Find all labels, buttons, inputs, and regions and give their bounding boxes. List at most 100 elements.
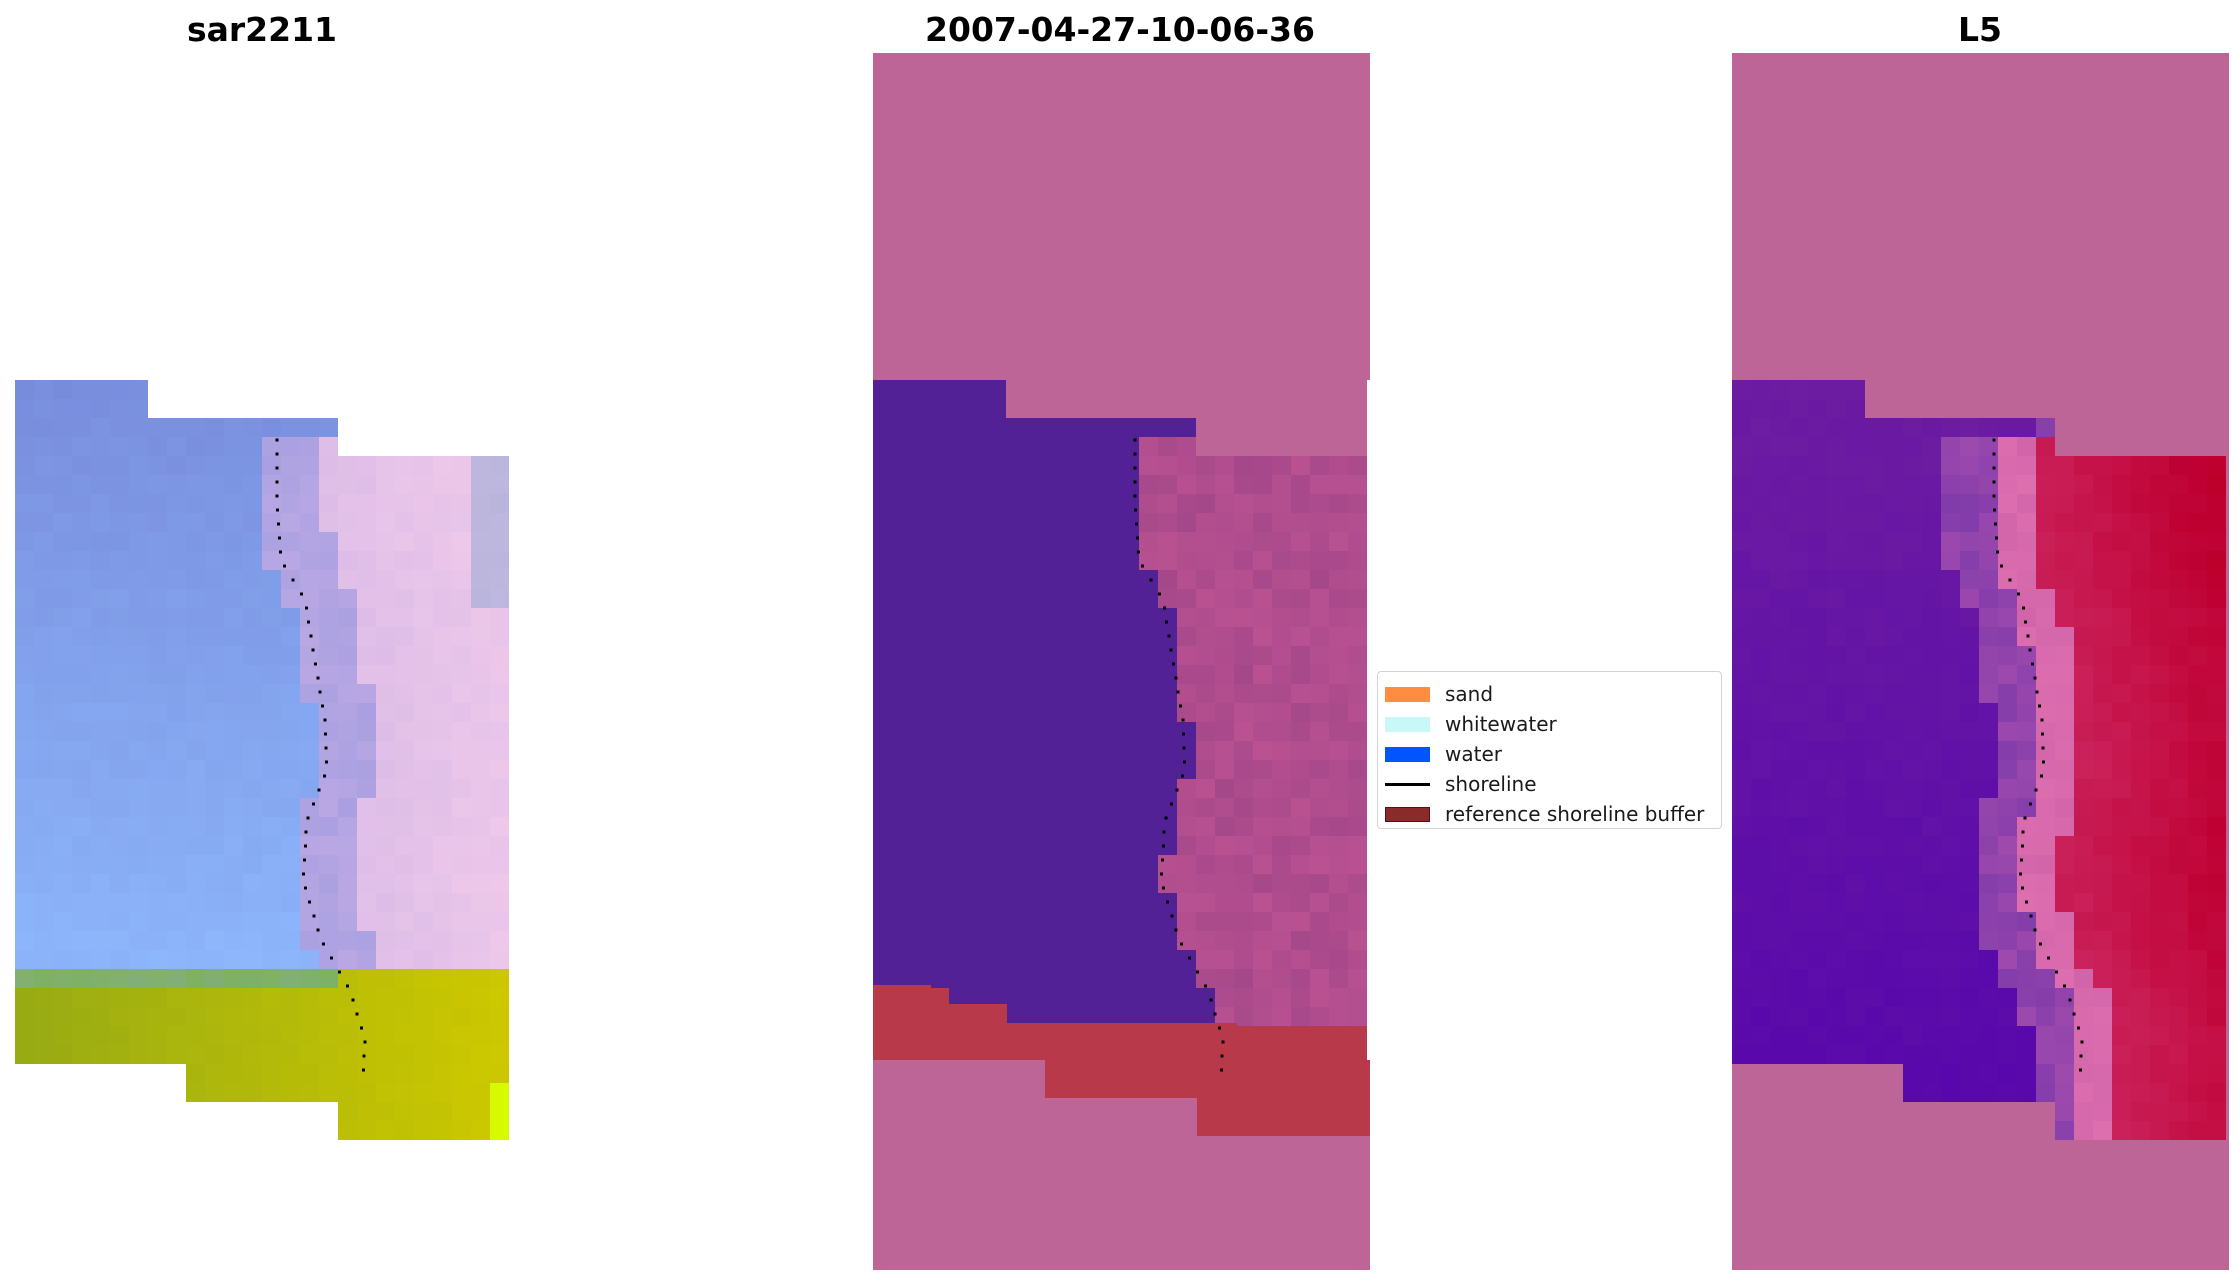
- class-pixel: [1158, 380, 1177, 399]
- rgb-pixel: [490, 513, 509, 532]
- index-pixel: [1751, 608, 1770, 627]
- class-pixel: [1120, 684, 1139, 703]
- class-pixel: [892, 418, 911, 437]
- class-pixel: [930, 874, 949, 893]
- rgb-pixel: [129, 703, 148, 722]
- class-pixel: [1234, 836, 1253, 855]
- index-pixel: [1770, 988, 1789, 1007]
- class-pixel: [1329, 456, 1348, 475]
- rgb-pixel: [205, 627, 224, 646]
- class-pixel: [968, 741, 987, 760]
- class-pixel: [1196, 817, 1215, 836]
- rgb-pixel: [376, 760, 395, 779]
- index-pixel: [2188, 969, 2207, 988]
- index-pixel: [1789, 874, 1808, 893]
- shoreline-point: [1992, 494, 1996, 498]
- rgb-pixel: [167, 760, 186, 779]
- rgb-pixel: [205, 456, 224, 475]
- class-pixel: [1177, 551, 1196, 570]
- rgb-pixel: [471, 836, 490, 855]
- index-pixel: [2112, 1064, 2131, 1083]
- index-pixel: [1732, 931, 1751, 950]
- rgb-pixel: [300, 760, 319, 779]
- class-pixel: [873, 779, 892, 798]
- shoreline-point: [308, 900, 312, 904]
- rgb-pixel: [167, 551, 186, 570]
- class-pixel: [1044, 722, 1063, 741]
- class-pixel: [1044, 608, 1063, 627]
- class-pixel: [949, 893, 968, 912]
- index-pixel: [2074, 1026, 2093, 1045]
- class-pixel: [1310, 817, 1329, 836]
- class-pixel: [1196, 722, 1215, 741]
- rgb-pixel: [262, 1045, 281, 1064]
- class-pixel: [1215, 513, 1234, 532]
- index-pixel: [1941, 627, 1960, 646]
- index-pixel: [1827, 988, 1846, 1007]
- rgb-pixel: [148, 931, 167, 950]
- index-pixel: [1979, 798, 1998, 817]
- class-pixel: [1120, 532, 1139, 551]
- index-pixel: [1922, 950, 1941, 969]
- index-pixel: [2074, 817, 2093, 836]
- class-pixel: [987, 475, 1006, 494]
- rgb-pixel: [15, 988, 34, 1007]
- rgb-pixel: [186, 646, 205, 665]
- class-pixel: [1158, 722, 1177, 741]
- rgb-pixel: [357, 494, 376, 513]
- index-pixel: [2131, 1026, 2150, 1045]
- rgb-pixel: [281, 494, 300, 513]
- class-pixel: [987, 646, 1006, 665]
- index-pixel: [2169, 1064, 2188, 1083]
- shoreline-point: [301, 872, 305, 876]
- index-pixel: [1846, 817, 1865, 836]
- class-pixel: [1101, 684, 1120, 703]
- class-pixel: [1253, 855, 1272, 874]
- rgb-pixel: [357, 950, 376, 969]
- rgb-pixel: [433, 912, 452, 931]
- class-pixel: [1196, 741, 1215, 760]
- class-pixel: [1139, 741, 1158, 760]
- class-pixel: [1101, 836, 1120, 855]
- rgb-pixel: [148, 741, 167, 760]
- index-pixel: [1979, 1026, 1998, 1045]
- class-pixel: [1272, 399, 1291, 418]
- rgb-pixel: [357, 570, 376, 589]
- rgb-pixel: [34, 874, 53, 893]
- class-pixel: [1348, 627, 1367, 646]
- index-pixel: [1979, 1083, 1998, 1102]
- rgb-pixel: [167, 1045, 186, 1064]
- rgb-pixel: [319, 874, 338, 893]
- class-pixel: [1082, 836, 1101, 855]
- index-pixel: [1808, 684, 1827, 703]
- class-pixel: [1101, 589, 1120, 608]
- class-pixel: [1120, 665, 1139, 684]
- rgb-pixel: [376, 494, 395, 513]
- rgb-pixel: [34, 475, 53, 494]
- rgb-pixel: [243, 646, 262, 665]
- rgb-pixel: [205, 874, 224, 893]
- class-pixel: [1158, 912, 1177, 931]
- shoreline-point: [1179, 942, 1183, 946]
- class-pixel: [873, 950, 892, 969]
- index-pixel: [1846, 475, 1865, 494]
- class-pixel: [1158, 988, 1177, 1007]
- rgb-pixel: [186, 475, 205, 494]
- class-pixel: [1348, 1026, 1367, 1045]
- class-pixel: [987, 399, 1006, 418]
- index-pixel: [1884, 874, 1903, 893]
- class-pixel: [873, 798, 892, 817]
- class-pixel: [1082, 931, 1101, 950]
- rgb-pixel: [376, 855, 395, 874]
- class-pixel: [1253, 817, 1272, 836]
- rgb-pixel: [91, 589, 110, 608]
- index-pixel: [2074, 836, 2093, 855]
- rgb-pixel: [224, 798, 243, 817]
- index-pixel: [1751, 817, 1770, 836]
- class-pixel: [1310, 399, 1329, 418]
- class-pixel: [873, 532, 892, 551]
- index-pixel: [1960, 494, 1979, 513]
- class-pixel: [1025, 380, 1044, 399]
- class-pixel: [1158, 798, 1177, 817]
- class-pixel: [1253, 912, 1272, 931]
